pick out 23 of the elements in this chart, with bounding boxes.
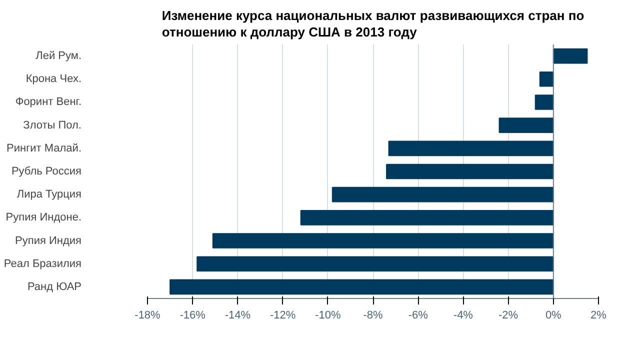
x-tick-label: -16%	[180, 310, 206, 322]
y-tick-label: Крона Чех.	[26, 73, 82, 86]
x-tick-label: 2%	[590, 310, 607, 322]
x-tick-label: -12%	[270, 310, 296, 322]
y-tick-label: Форинт Венг.	[15, 96, 82, 108]
x-tick-label: -6%	[408, 310, 428, 322]
x-tick-label: -2%	[498, 310, 518, 322]
x-tick-label: -10%	[315, 310, 341, 322]
y-tick-label: Рингит Малай.	[6, 142, 82, 154]
x-tick-label: -8%	[363, 310, 383, 322]
y-tick-label: Лей Рум.	[36, 50, 82, 62]
y-tick-label: Лира Турция	[16, 188, 82, 201]
y-tick-label: Злоты Пол.	[23, 119, 82, 132]
x-tick-label: -14%	[224, 310, 251, 322]
x-tick-label: 0%	[545, 310, 562, 322]
y-tick-label: Ранд ЮАР	[27, 280, 82, 293]
y-tick-label: Рупия Индия	[15, 234, 82, 247]
x-tick-label: -4%	[453, 310, 474, 322]
x-tick-label: -18%	[134, 310, 161, 322]
y-tick-label: Рупия Индоне.	[6, 212, 82, 224]
y-tick-label: Реал Бразилия	[4, 258, 82, 270]
chart-title: Изменение курса национальных валют развивающихся стран по отношению к доллару США в 2013 году	[162, 8, 584, 40]
y-tick-label: Рубль Россия	[11, 166, 82, 178]
